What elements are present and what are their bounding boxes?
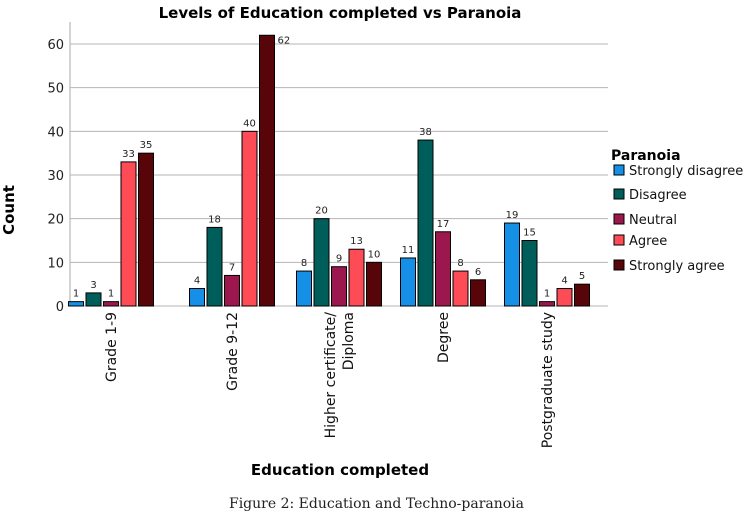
- bar: [331, 266, 347, 307]
- legend-item-label: Neutral: [629, 213, 677, 228]
- legend-item-label: Strongly disagree: [629, 164, 743, 179]
- data-label: 8: [457, 258, 463, 269]
- bar: [539, 301, 555, 307]
- legend-swatch: [613, 259, 625, 271]
- bar: [348, 248, 365, 307]
- data-label: 9: [336, 254, 342, 265]
- legend-item-label: Agree: [629, 234, 667, 249]
- bar: [313, 218, 330, 307]
- bar: [189, 288, 205, 307]
- legend-swatch: [613, 234, 625, 246]
- data-label: 8: [301, 258, 307, 269]
- x-tick-label: Degree: [436, 312, 452, 363]
- data-label: 17: [437, 219, 450, 230]
- data-label: 6: [475, 267, 481, 278]
- bar: [259, 34, 275, 307]
- bar: [556, 288, 573, 307]
- data-label: 4: [194, 276, 200, 287]
- legend-swatch: [613, 164, 625, 176]
- legend-title: Paranoia: [611, 148, 681, 164]
- data-label: 40: [243, 118, 256, 129]
- bar: [138, 152, 154, 307]
- x-tick-label: Grade 1-9: [104, 312, 120, 382]
- data-label: 1: [108, 289, 114, 300]
- figure-caption: Figure 2: Education and Techno-paranoia: [228, 496, 525, 512]
- data-label: 15: [523, 228, 536, 239]
- data-label: 38: [419, 127, 432, 138]
- data-label: 62: [278, 35, 291, 46]
- data-label: 4: [561, 276, 567, 287]
- bar: [241, 130, 258, 307]
- y-tick-label: 20: [47, 213, 64, 228]
- x-tick-label: Grade 9-12: [225, 312, 241, 391]
- legend-swatch: [613, 213, 625, 225]
- bar: [452, 270, 469, 307]
- bar: [206, 226, 223, 307]
- x-tick-label: Higher certificate/Diploma: [323, 312, 357, 439]
- data-label: 33: [122, 149, 135, 160]
- data-label: 10: [368, 249, 381, 260]
- bar: [435, 231, 451, 307]
- bar: [103, 301, 119, 307]
- data-label: 19: [506, 210, 519, 221]
- bar: [120, 161, 137, 307]
- y-tick-label: 30: [47, 169, 64, 184]
- data-label: 18: [208, 214, 221, 225]
- legend-swatch: [613, 188, 625, 200]
- bar: [68, 301, 84, 307]
- data-label: 1: [73, 289, 79, 300]
- data-label: 13: [350, 236, 363, 247]
- bar: [521, 240, 538, 307]
- bar: [574, 283, 590, 307]
- y-tick-label: 0: [56, 300, 64, 315]
- bar: [366, 261, 382, 307]
- y-tick-label: 60: [47, 38, 64, 53]
- bar: [504, 222, 520, 307]
- y-tick-label: 10: [47, 256, 64, 271]
- x-axis-label: Education completed: [251, 461, 429, 479]
- y-tick-label: 40: [47, 125, 64, 140]
- data-label: 5: [579, 271, 585, 282]
- legend-item-label: Disagree: [629, 188, 687, 203]
- data-label: 1: [544, 289, 550, 300]
- bar: [224, 274, 240, 307]
- chart-title: Levels of Education completed vs Paranoi…: [159, 4, 522, 22]
- bar: [470, 279, 486, 307]
- bar: [417, 139, 434, 307]
- bar: [85, 292, 102, 307]
- y-tick-label: 50: [47, 82, 64, 97]
- data-label: 11: [402, 245, 415, 256]
- legend-item-label: Strongly agree: [629, 259, 725, 274]
- data-label: 20: [315, 206, 328, 217]
- y-axis-label: Count: [0, 185, 18, 235]
- bar: [400, 257, 416, 307]
- data-label: 7: [229, 262, 235, 273]
- data-label: 3: [90, 280, 96, 291]
- x-tick-label: Postgraduate study: [540, 312, 556, 448]
- data-label: 35: [140, 140, 153, 151]
- bar: [296, 270, 312, 307]
